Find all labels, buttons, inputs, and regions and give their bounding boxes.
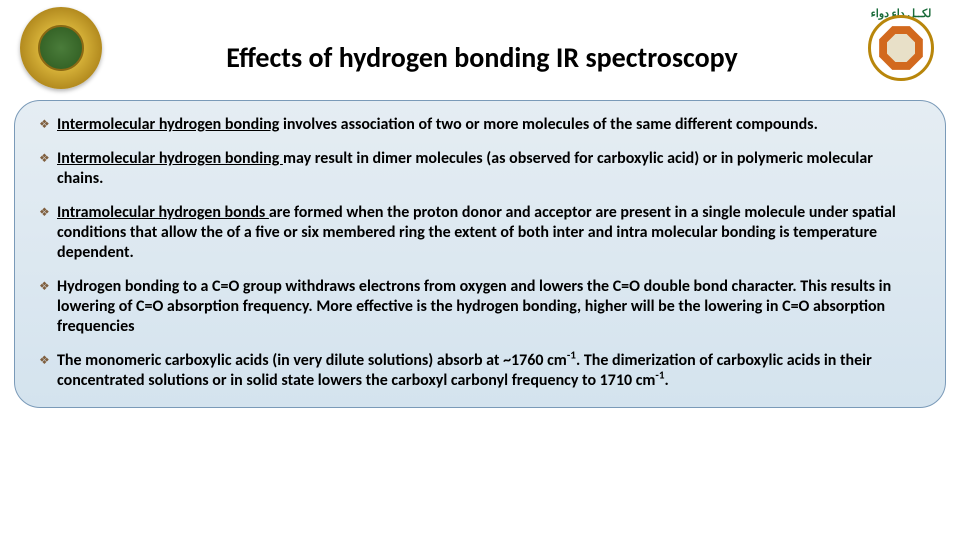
underlined-term: Intermolecular hydrogen bonding bbox=[57, 149, 283, 168]
underlined-term: Intermolecular hydrogen bonding bbox=[57, 115, 279, 134]
left-institution-logo bbox=[20, 7, 102, 89]
bullet-text: Intermolecular hydrogen bonding involves… bbox=[57, 115, 921, 135]
diamond-bullet-icon: ❖ bbox=[39, 152, 53, 189]
diamond-bullet-icon: ❖ bbox=[39, 118, 53, 135]
slide-header: Effects of hydrogen bonding IR spectrosc… bbox=[0, 0, 960, 90]
logo-green-center bbox=[38, 25, 84, 71]
bullet-text: Hydrogen bonding to a C=O group withdraw… bbox=[57, 277, 921, 337]
bullet-item: ❖ The monomeric carboxylic acids (in ver… bbox=[39, 351, 921, 391]
bullet-item: ❖ Intermolecular hydrogen bonding may re… bbox=[39, 149, 921, 189]
diamond-bullet-icon: ❖ bbox=[39, 206, 53, 263]
bullet-item: ❖ Hydrogen bonding to a C=O group withdr… bbox=[39, 277, 921, 337]
bullet-text: Intramolecular hydrogen bonds are formed… bbox=[57, 203, 921, 263]
logo-inner-octagon bbox=[887, 34, 915, 62]
content-panel: ❖ Intermolecular hydrogen bonding involv… bbox=[14, 100, 946, 408]
bullet-item: ❖ Intramolecular hydrogen bonds are form… bbox=[39, 203, 921, 263]
diamond-bullet-icon: ❖ bbox=[39, 354, 53, 391]
diamond-bullet-icon: ❖ bbox=[39, 280, 53, 337]
right-institution-logo: لكــل داء دواء bbox=[862, 9, 940, 87]
underlined-term: Intramolecular hydrogen bonds bbox=[57, 203, 269, 222]
bullet-item: ❖ Intermolecular hydrogen bonding involv… bbox=[39, 115, 921, 135]
bullet-text: Intermolecular hydrogen bonding may resu… bbox=[57, 149, 921, 189]
slide-title: Effects of hydrogen bonding IR spectrosc… bbox=[102, 40, 862, 75]
bullet-text: The monomeric carboxylic acids (in very … bbox=[57, 351, 921, 391]
